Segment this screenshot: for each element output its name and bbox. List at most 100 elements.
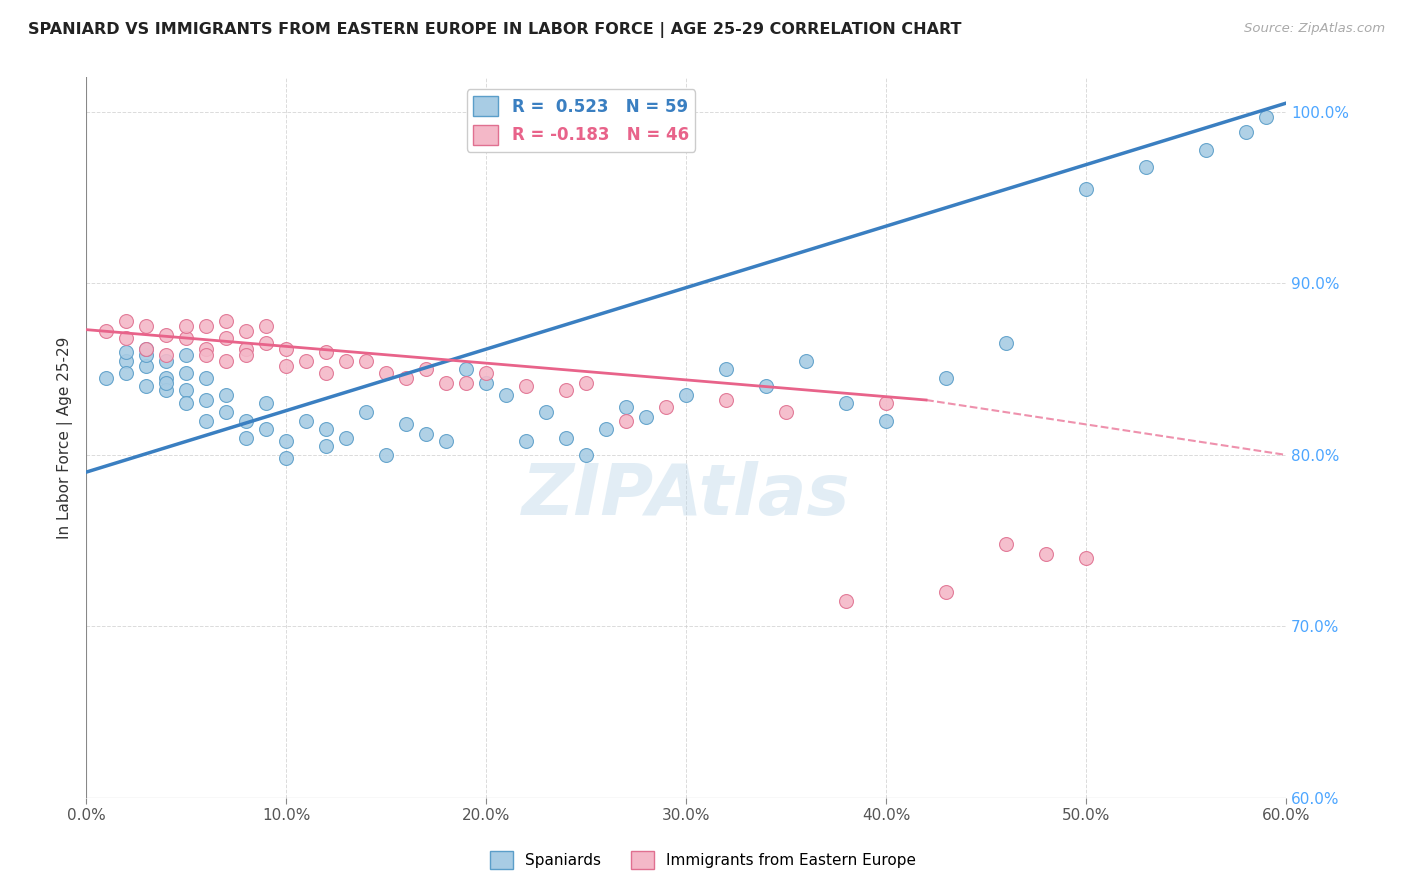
Point xyxy=(215,405,238,419)
Point xyxy=(1254,110,1277,124)
Point xyxy=(655,400,678,414)
Point xyxy=(195,370,218,384)
Point xyxy=(794,353,817,368)
Point xyxy=(276,342,298,356)
Point xyxy=(495,388,517,402)
Point xyxy=(456,376,478,390)
Point xyxy=(515,379,537,393)
Point xyxy=(475,376,498,390)
Point xyxy=(475,366,498,380)
Point xyxy=(96,324,118,338)
Point xyxy=(356,353,378,368)
Point xyxy=(155,348,177,362)
Point xyxy=(176,366,198,380)
Point xyxy=(215,331,238,345)
Point xyxy=(315,439,337,453)
Point xyxy=(935,585,957,599)
Point xyxy=(395,417,418,431)
Point xyxy=(195,342,218,356)
Point xyxy=(176,331,198,345)
Point xyxy=(155,327,177,342)
Point xyxy=(135,348,157,362)
Point xyxy=(775,405,797,419)
Point xyxy=(555,383,578,397)
Point xyxy=(575,448,598,462)
Point xyxy=(415,362,437,376)
Point xyxy=(254,319,277,334)
Point xyxy=(614,400,637,414)
Point xyxy=(115,331,138,345)
Point xyxy=(595,422,617,436)
Point xyxy=(215,314,238,328)
Point xyxy=(96,370,118,384)
Point xyxy=(115,366,138,380)
Point xyxy=(235,414,257,428)
Point xyxy=(135,319,157,334)
Point xyxy=(254,396,277,410)
Point xyxy=(614,414,637,428)
Point xyxy=(875,414,897,428)
Point xyxy=(356,405,378,419)
Point xyxy=(176,383,198,397)
Point xyxy=(254,336,277,351)
Point xyxy=(276,434,298,449)
Point xyxy=(195,392,218,407)
Point xyxy=(415,427,437,442)
Point xyxy=(155,370,177,384)
Point xyxy=(315,345,337,359)
Point xyxy=(176,319,198,334)
Point xyxy=(456,362,478,376)
Point xyxy=(1035,548,1057,562)
Point xyxy=(176,396,198,410)
Point xyxy=(295,353,318,368)
Point xyxy=(335,431,357,445)
Point xyxy=(215,353,238,368)
Point xyxy=(755,379,778,393)
Point xyxy=(135,342,157,356)
Point xyxy=(195,414,218,428)
Point xyxy=(714,392,737,407)
Point xyxy=(875,396,897,410)
Point xyxy=(276,451,298,466)
Point xyxy=(675,388,697,402)
Point xyxy=(1195,143,1218,157)
Point xyxy=(235,431,257,445)
Text: SPANIARD VS IMMIGRANTS FROM EASTERN EUROPE IN LABOR FORCE | AGE 25-29 CORRELATIO: SPANIARD VS IMMIGRANTS FROM EASTERN EURO… xyxy=(28,22,962,38)
Point xyxy=(935,370,957,384)
Point xyxy=(995,537,1018,551)
Point xyxy=(115,353,138,368)
Point xyxy=(155,376,177,390)
Point xyxy=(1074,182,1097,196)
Point xyxy=(555,431,578,445)
Point xyxy=(135,359,157,373)
Point xyxy=(636,410,658,425)
Point xyxy=(215,388,238,402)
Point xyxy=(1135,160,1157,174)
Legend: R =  0.523   N = 59, R = -0.183   N = 46: R = 0.523 N = 59, R = -0.183 N = 46 xyxy=(467,89,696,152)
Point xyxy=(1234,125,1257,139)
Point xyxy=(235,348,257,362)
Point xyxy=(835,593,858,607)
Point xyxy=(515,434,537,449)
Point xyxy=(1074,550,1097,565)
Point xyxy=(155,353,177,368)
Point xyxy=(295,414,318,428)
Point xyxy=(276,359,298,373)
Point xyxy=(395,370,418,384)
Point xyxy=(434,376,457,390)
Point xyxy=(315,422,337,436)
Text: ZIPAtlas: ZIPAtlas xyxy=(522,461,851,530)
Point xyxy=(235,342,257,356)
Point xyxy=(135,379,157,393)
Point xyxy=(995,336,1018,351)
Point xyxy=(135,342,157,356)
Y-axis label: In Labor Force | Age 25-29: In Labor Force | Age 25-29 xyxy=(58,336,73,539)
Point xyxy=(714,362,737,376)
Point xyxy=(575,376,598,390)
Point xyxy=(195,348,218,362)
Point xyxy=(155,383,177,397)
Point xyxy=(434,434,457,449)
Point xyxy=(254,422,277,436)
Point xyxy=(176,348,198,362)
Point xyxy=(335,353,357,368)
